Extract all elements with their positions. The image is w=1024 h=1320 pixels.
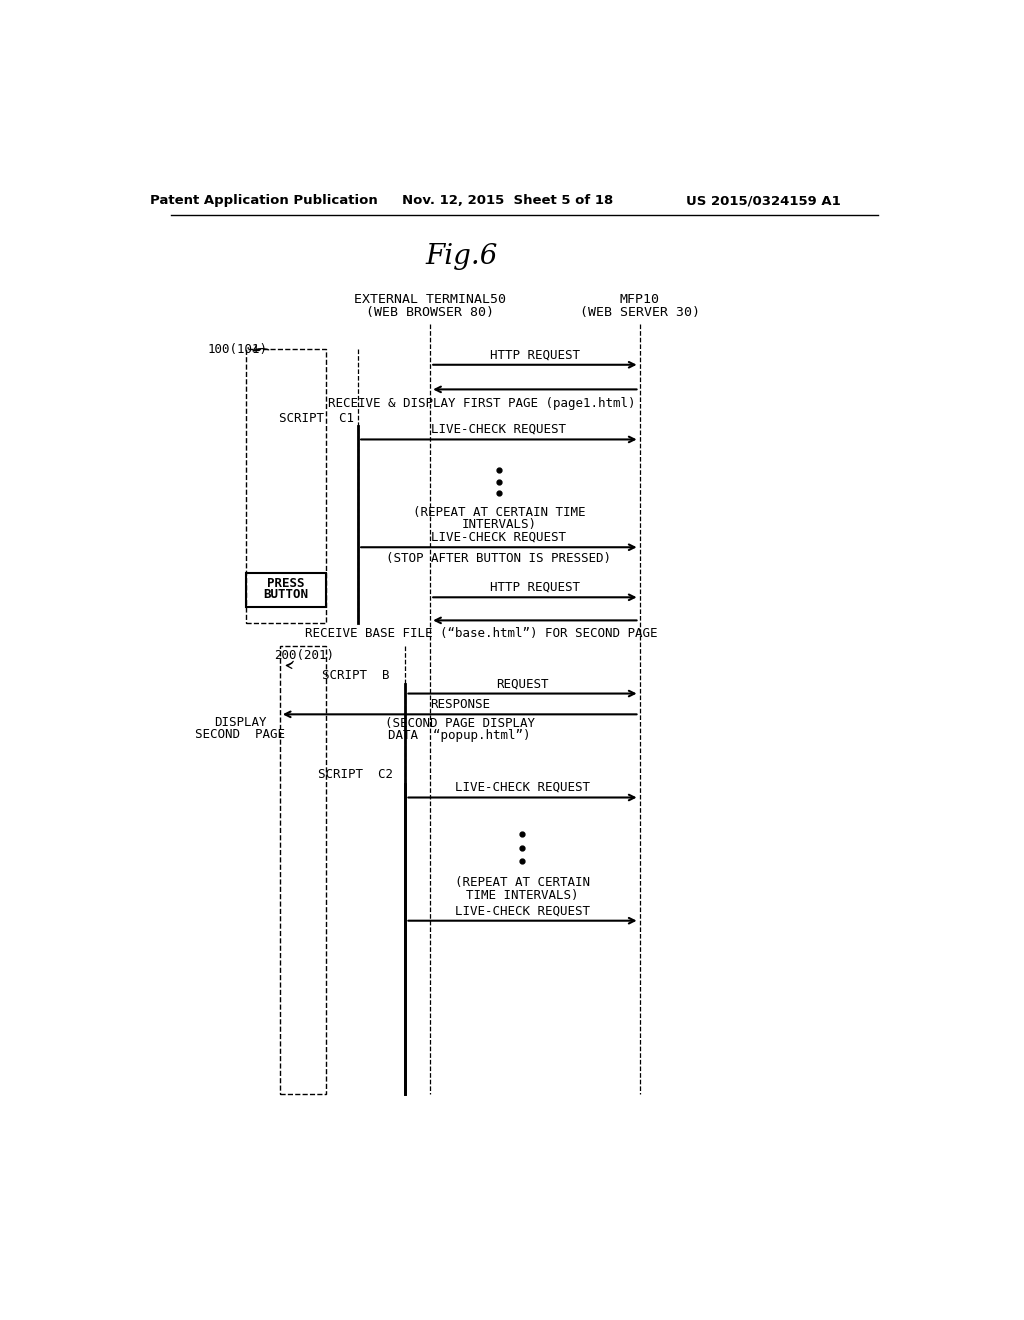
Text: SCRIPT  C1: SCRIPT C1 bbox=[280, 412, 354, 425]
Text: PRESS: PRESS bbox=[267, 577, 305, 590]
Text: REQUEST: REQUEST bbox=[497, 677, 549, 690]
Text: US 2015/0324159 A1: US 2015/0324159 A1 bbox=[686, 194, 841, 207]
Bar bbox=[246, 573, 327, 607]
Text: HTTP REQUEST: HTTP REQUEST bbox=[489, 581, 580, 594]
Text: TIME INTERVALS): TIME INTERVALS) bbox=[466, 888, 579, 902]
Text: HTTP REQUEST: HTTP REQUEST bbox=[489, 348, 580, 362]
Text: SECOND  PAGE: SECOND PAGE bbox=[196, 727, 286, 741]
Text: (WEB SERVER 30): (WEB SERVER 30) bbox=[580, 306, 699, 319]
Text: SCRIPT  B: SCRIPT B bbox=[323, 669, 389, 682]
Text: SCRIPT  C2: SCRIPT C2 bbox=[318, 768, 393, 781]
Text: (SECOND PAGE DISPLAY: (SECOND PAGE DISPLAY bbox=[385, 717, 535, 730]
Text: LIVE-CHECK REQUEST: LIVE-CHECK REQUEST bbox=[431, 422, 566, 436]
Text: RECEIVE & DISPLAY FIRST PAGE (page1.html): RECEIVE & DISPLAY FIRST PAGE (page1.html… bbox=[328, 397, 635, 409]
Text: (WEB BROWSER 80): (WEB BROWSER 80) bbox=[367, 306, 495, 319]
Text: Nov. 12, 2015  Sheet 5 of 18: Nov. 12, 2015 Sheet 5 of 18 bbox=[402, 194, 613, 207]
Text: BUTTON: BUTTON bbox=[263, 589, 308, 602]
Text: RESPONSE: RESPONSE bbox=[430, 698, 489, 711]
Text: RECEIVE BASE FILE (“base.html”) FOR SECOND PAGE: RECEIVE BASE FILE (“base.html”) FOR SECO… bbox=[305, 627, 657, 640]
Text: Fig.6: Fig.6 bbox=[425, 243, 498, 271]
Text: (REPEAT AT CERTAIN: (REPEAT AT CERTAIN bbox=[455, 875, 590, 888]
Text: LIVE-CHECK REQUEST: LIVE-CHECK REQUEST bbox=[431, 531, 566, 544]
Text: LIVE-CHECK REQUEST: LIVE-CHECK REQUEST bbox=[455, 781, 590, 795]
Text: 100(101): 100(101) bbox=[208, 343, 267, 356]
Text: LIVE-CHECK REQUEST: LIVE-CHECK REQUEST bbox=[455, 904, 590, 917]
Text: DATA  “popup.html”): DATA “popup.html”) bbox=[388, 730, 531, 742]
Text: (STOP AFTER BUTTON IS PRESSED): (STOP AFTER BUTTON IS PRESSED) bbox=[386, 552, 611, 565]
Text: EXTERNAL TERMINAL50: EXTERNAL TERMINAL50 bbox=[354, 293, 506, 306]
Text: 200(201): 200(201) bbox=[273, 648, 334, 661]
Text: Patent Application Publication: Patent Application Publication bbox=[150, 194, 378, 207]
Text: MFP10: MFP10 bbox=[620, 293, 659, 306]
Text: (REPEAT AT CERTAIN TIME: (REPEAT AT CERTAIN TIME bbox=[413, 506, 585, 519]
Text: DISPLAY: DISPLAY bbox=[214, 717, 266, 730]
Text: INTERVALS): INTERVALS) bbox=[462, 519, 537, 532]
